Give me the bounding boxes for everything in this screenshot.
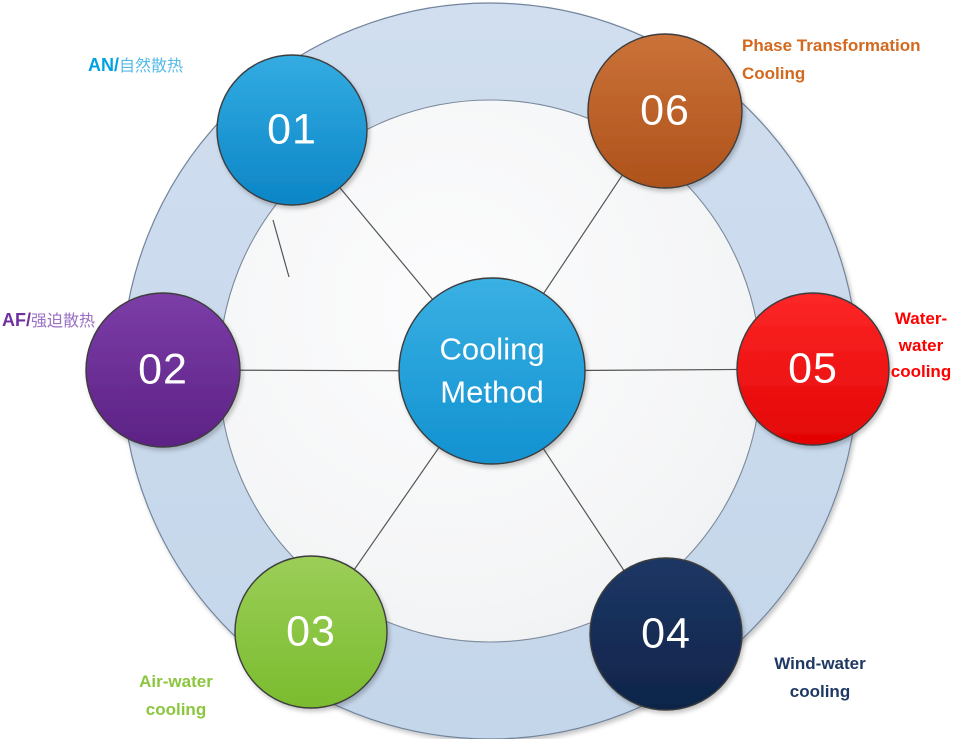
node-05-number: 05	[788, 344, 838, 393]
center-hub-circle	[398, 277, 586, 465]
node-02-label: AF/强迫散热	[2, 307, 95, 331]
node-03-label-line2: cooling	[145, 699, 207, 719]
node-05-label-line1: Water-	[894, 309, 948, 328]
node-01-circle	[216, 54, 368, 206]
node-04-label-line1: Wind-water	[774, 654, 866, 673]
node-05-label-line3: cooling	[890, 362, 952, 382]
center-hub-label-line1: Cooling	[439, 331, 545, 367]
node-01-number: 01	[267, 105, 317, 154]
node-02-circle	[85, 292, 241, 448]
node-02-label-cjk: 强迫散热	[31, 313, 96, 330]
node-06-label: Phase Transformation Cooling	[742, 32, 962, 87]
node-06-number: 06	[640, 86, 690, 135]
node-01-label-prefix: AN/	[88, 55, 119, 75]
node-03-circle	[234, 555, 388, 709]
node-04-circle	[589, 557, 743, 711]
node-06-label-line2: Cooling	[742, 63, 806, 83]
node-05-label-line2: water	[898, 335, 944, 355]
node-06-label-line1: Phase Transformation	[742, 36, 921, 55]
node-03-number: 03	[286, 607, 336, 656]
center-hub-label: Cooling Method	[439, 328, 544, 415]
node-04-number: 04	[641, 609, 691, 658]
node-05-circle	[736, 292, 890, 446]
node-04-label: Wind-water cooling	[755, 650, 885, 705]
node-02-number: 02	[138, 345, 188, 394]
center-hub-label-line2: Method	[440, 375, 544, 410]
node-05-label: Water- water cooling	[880, 306, 962, 386]
node-03-label: Air-water cooling	[118, 668, 234, 723]
stray-line-segment	[272, 219, 290, 278]
node-03-label-line1: Air-water	[139, 672, 213, 691]
node-02-label-prefix: AF/	[2, 310, 31, 330]
node-01-label-cjk: 自然散热	[119, 58, 184, 75]
node-01-label: AN/自然散热	[88, 52, 183, 76]
node-06-circle	[587, 33, 743, 189]
node-04-label-line2: cooling	[789, 681, 851, 701]
